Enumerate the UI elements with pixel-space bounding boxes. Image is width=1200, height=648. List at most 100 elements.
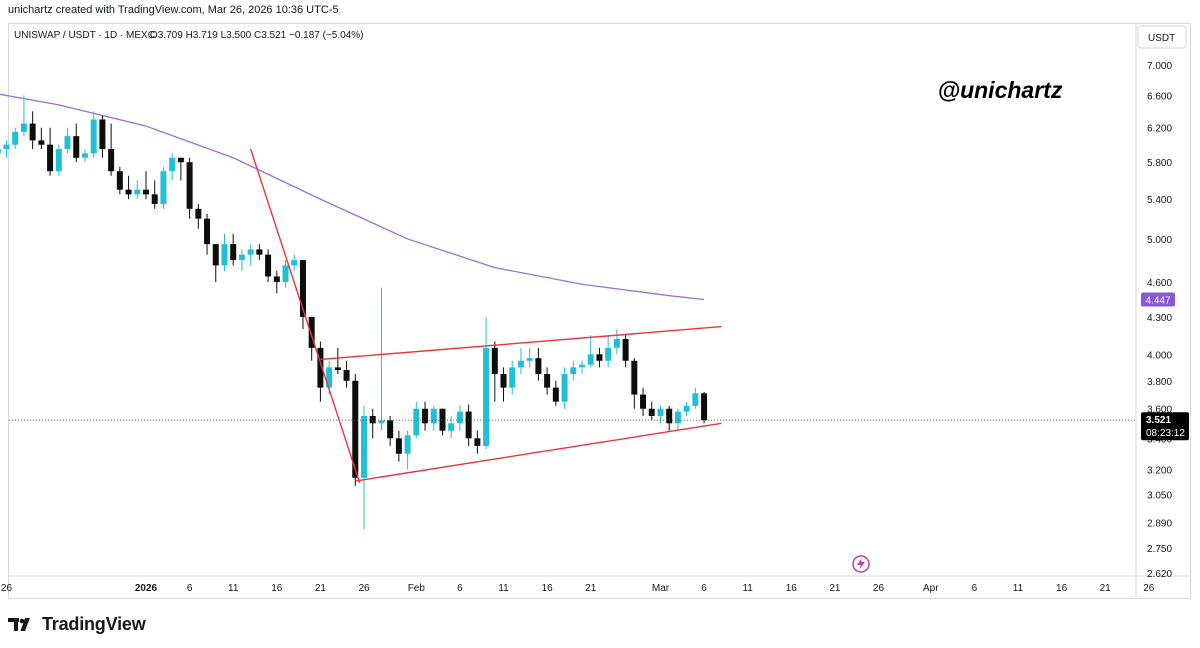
candle[interactable]	[125, 175, 132, 200]
candle[interactable]	[456, 405, 463, 431]
candle[interactable]	[413, 401, 420, 439]
candle[interactable]	[343, 360, 350, 388]
candle[interactable]	[535, 347, 542, 381]
candle[interactable]	[317, 341, 324, 402]
candle[interactable]	[151, 180, 158, 209]
candle[interactable]	[169, 153, 176, 181]
candle[interactable]	[640, 387, 647, 416]
candle[interactable]	[108, 123, 115, 176]
candle[interactable]	[47, 127, 54, 176]
candle[interactable]	[204, 213, 211, 255]
candle[interactable]	[544, 367, 551, 395]
candle[interactable]	[221, 233, 228, 271]
candle[interactable]	[265, 249, 272, 283]
candle-body	[29, 123, 36, 141]
candle[interactable]	[369, 408, 376, 439]
candle[interactable]	[247, 244, 254, 266]
candle[interactable]	[613, 329, 620, 355]
candle[interactable]	[517, 347, 524, 375]
candle[interactable]	[552, 380, 559, 406]
candle[interactable]	[387, 415, 394, 446]
candle[interactable]	[622, 335, 629, 368]
candle[interactable]	[465, 404, 472, 446]
candle[interactable]	[230, 233, 237, 266]
candle-body	[535, 358, 542, 375]
candle[interactable]	[605, 335, 612, 368]
trendline[interactable]	[320, 325, 722, 361]
candle[interactable]	[116, 166, 123, 195]
candle[interactable]	[334, 347, 341, 375]
candle[interactable]	[160, 166, 167, 209]
candle[interactable]	[430, 405, 437, 431]
candle[interactable]	[195, 203, 202, 229]
candle[interactable]	[99, 115, 106, 158]
candle[interactable]	[692, 387, 699, 409]
candle[interactable]	[491, 341, 498, 402]
candle[interactable]	[596, 347, 603, 368]
candle[interactable]	[422, 401, 429, 431]
candle[interactable]	[561, 367, 568, 409]
candle[interactable]	[12, 127, 19, 150]
candle[interactable]	[474, 430, 481, 454]
lightning-icon[interactable]	[852, 555, 870, 573]
candle[interactable]	[500, 367, 507, 402]
candle[interactable]	[308, 316, 315, 361]
candle[interactable]	[683, 401, 690, 416]
candle[interactable]	[657, 405, 664, 424]
candle[interactable]	[587, 335, 594, 368]
candle[interactable]	[579, 360, 585, 375]
x-tick-label: Mar	[652, 583, 670, 594]
candle[interactable]	[666, 405, 673, 431]
candle[interactable]	[81, 149, 88, 163]
x-tick-label: 6	[187, 583, 193, 594]
candle-body	[20, 123, 27, 132]
candle[interactable]	[291, 254, 298, 271]
candle[interactable]	[186, 157, 193, 219]
y-tick-label: 3.050	[1147, 490, 1172, 501]
candle-body	[334, 367, 341, 371]
candle[interactable]	[73, 123, 80, 163]
candle[interactable]	[29, 111, 36, 150]
candle[interactable]	[177, 157, 184, 181]
candle[interactable]	[448, 415, 455, 439]
candle-body	[125, 189, 132, 195]
candle[interactable]	[395, 430, 402, 462]
candle[interactable]	[256, 244, 263, 261]
candle[interactable]	[361, 405, 367, 530]
candle[interactable]	[674, 408, 681, 431]
candle[interactable]	[299, 260, 306, 330]
candle[interactable]	[0, 140, 1, 157]
candle[interactable]	[483, 316, 490, 450]
candle[interactable]	[631, 358, 638, 409]
candle[interactable]	[526, 347, 533, 368]
candle[interactable]	[212, 244, 219, 283]
candle[interactable]	[143, 171, 149, 200]
candle[interactable]	[378, 287, 385, 431]
candle[interactable]	[3, 140, 10, 158]
candle[interactable]	[64, 127, 71, 154]
trendline[interactable]	[355, 422, 722, 482]
currency-label[interactable]: USDT	[1137, 25, 1187, 49]
candle[interactable]	[701, 391, 708, 424]
candle[interactable]	[439, 408, 446, 436]
candle[interactable]	[134, 180, 141, 200]
candle[interactable]	[90, 111, 97, 158]
candle[interactable]	[238, 249, 245, 271]
candle-body	[369, 415, 376, 424]
candle[interactable]	[273, 270, 280, 294]
candle[interactable]	[55, 144, 62, 176]
candle[interactable]	[20, 95, 27, 137]
x-tick-label: 16	[1056, 583, 1068, 594]
candle[interactable]	[282, 260, 289, 288]
candle[interactable]	[570, 360, 577, 381]
candle[interactable]	[509, 360, 516, 395]
x-tick-label: 16	[542, 583, 554, 594]
candle[interactable]	[404, 430, 411, 470]
candle-body	[491, 347, 498, 375]
x-tick-label: 26	[358, 583, 370, 594]
candle-body	[648, 408, 655, 416]
candle[interactable]	[648, 401, 655, 421]
candle[interactable]	[38, 127, 45, 150]
trendline[interactable]	[249, 148, 361, 483]
